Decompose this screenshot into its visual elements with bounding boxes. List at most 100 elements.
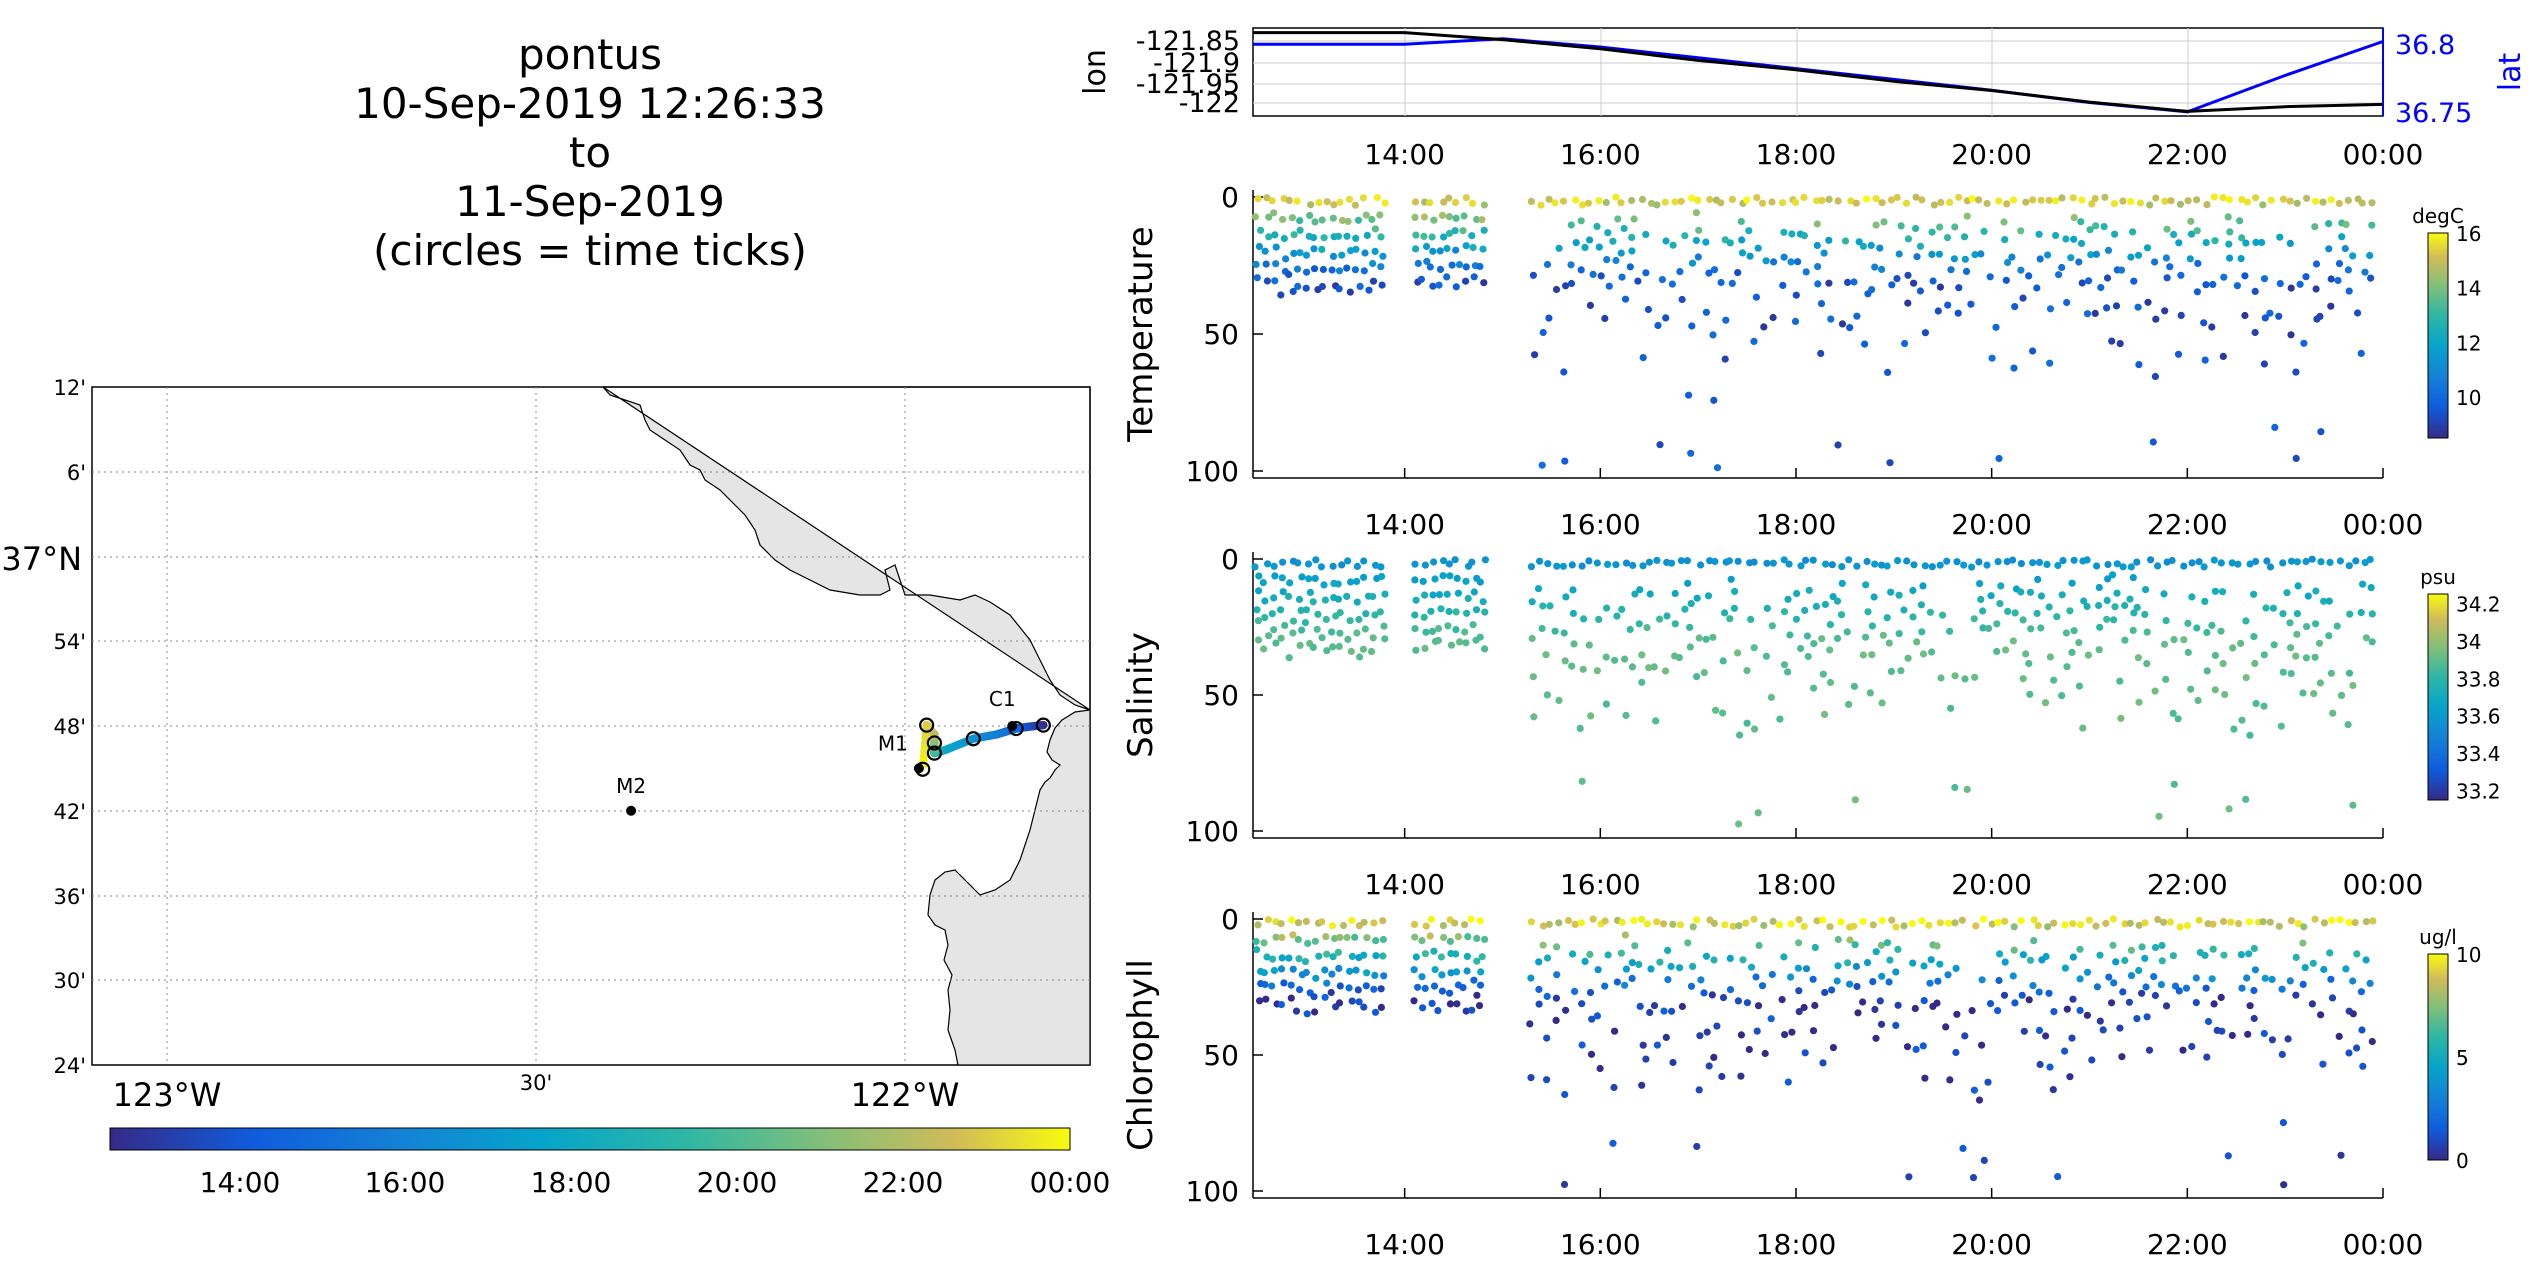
data-point xyxy=(1885,639,1893,647)
data-point xyxy=(1411,611,1419,619)
data-point xyxy=(1928,563,1936,571)
data-point xyxy=(1628,233,1636,241)
data-point xyxy=(1362,982,1370,990)
data-point xyxy=(2095,583,2103,592)
data-point xyxy=(1845,556,1853,564)
data-point xyxy=(1351,266,1359,274)
data-point xyxy=(1871,263,1879,271)
data-point xyxy=(1298,626,1306,634)
data-point xyxy=(1851,941,1859,949)
data-point xyxy=(1529,271,1537,279)
data-point xyxy=(2029,982,2037,990)
data-point xyxy=(1294,282,1302,290)
data-point xyxy=(1910,561,1918,569)
data-point xyxy=(2353,1044,2361,1052)
data-point xyxy=(1758,982,1767,990)
data-point xyxy=(1921,562,1929,570)
data-point xyxy=(1418,937,1426,945)
data-point xyxy=(1319,265,1327,274)
data-point xyxy=(1553,562,1561,570)
data-point xyxy=(1436,247,1444,255)
data-point xyxy=(1713,464,1722,472)
data-point xyxy=(1414,259,1422,267)
data-point xyxy=(2266,563,2275,571)
colorbar xyxy=(2427,232,2449,439)
data-point xyxy=(2303,623,2311,631)
data-point xyxy=(1545,920,1553,928)
data-point xyxy=(2346,610,2354,618)
data-point xyxy=(1257,226,1265,234)
data-point xyxy=(1320,581,1328,589)
data-point xyxy=(1683,557,1691,565)
data-point xyxy=(1348,997,1356,1005)
data-point xyxy=(2174,350,2183,358)
data-point xyxy=(1377,263,1385,271)
data-point xyxy=(2077,239,2086,248)
data-point xyxy=(2367,584,2375,592)
data-point xyxy=(1261,980,1269,989)
data-point xyxy=(1912,224,1920,233)
data-point xyxy=(1335,267,1344,275)
data-point xyxy=(1280,979,1288,987)
data-point xyxy=(1902,199,1911,207)
data-point xyxy=(2357,609,2365,617)
data-point xyxy=(1285,654,1293,662)
data-point xyxy=(1878,265,1886,273)
data-point xyxy=(1352,245,1360,253)
data-point xyxy=(1760,323,1768,331)
data-point xyxy=(1289,617,1298,625)
data-point xyxy=(1900,922,1908,930)
data-point xyxy=(1336,933,1344,942)
data-point xyxy=(1601,982,1609,990)
data-point xyxy=(2143,660,2151,668)
lat-axis-tick: 36.75 xyxy=(2395,98,2472,129)
axes-background xyxy=(1253,552,2383,838)
data-point xyxy=(1710,956,1718,964)
station-label: M1 xyxy=(878,731,908,755)
data-point xyxy=(2054,1173,2062,1181)
lon-line xyxy=(1253,31,2384,113)
data-point xyxy=(1287,981,1295,989)
data-point xyxy=(1959,1144,1967,1152)
data-point xyxy=(1434,625,1443,633)
data-point xyxy=(1788,230,1796,238)
data-point xyxy=(2102,919,2110,928)
data-point xyxy=(2127,563,2135,571)
data-point xyxy=(1530,713,1538,721)
data-point xyxy=(1446,572,1454,580)
data-point xyxy=(1310,265,1319,273)
data-point xyxy=(2093,983,2101,991)
data-point xyxy=(1718,1072,1726,1081)
data-point xyxy=(2093,562,2101,570)
data-point xyxy=(1421,644,1429,653)
data-point xyxy=(1412,596,1420,604)
data-point xyxy=(1868,286,1876,294)
data-point xyxy=(2188,559,2196,567)
colorbar-tick: 14 xyxy=(2456,277,2481,301)
data-point xyxy=(2320,597,2328,605)
data-point xyxy=(2170,780,2178,788)
data-point xyxy=(1445,607,1453,616)
data-point xyxy=(1984,1078,1992,1086)
data-point xyxy=(1638,195,1647,203)
data-point xyxy=(1543,954,1552,962)
data-point xyxy=(1942,1023,1950,1031)
data-point xyxy=(1819,916,1827,924)
data-point xyxy=(2279,195,2288,203)
data-point xyxy=(1719,994,1728,1002)
data-point xyxy=(1286,579,1294,587)
data-point xyxy=(2345,669,2354,677)
data-point xyxy=(1254,195,1262,203)
data-point xyxy=(2345,287,2353,295)
data-point xyxy=(1884,368,1892,376)
lat-tick: 54' xyxy=(54,630,87,654)
time-tick: 00:00 xyxy=(2343,868,2424,901)
data-point xyxy=(1930,201,1938,209)
data-point xyxy=(1645,558,1653,566)
data-point xyxy=(2076,921,2085,929)
data-point xyxy=(1910,279,1918,287)
data-point xyxy=(1780,608,1789,616)
data-point xyxy=(2275,922,2283,930)
data-point xyxy=(1750,558,1758,566)
data-point xyxy=(1272,933,1280,941)
